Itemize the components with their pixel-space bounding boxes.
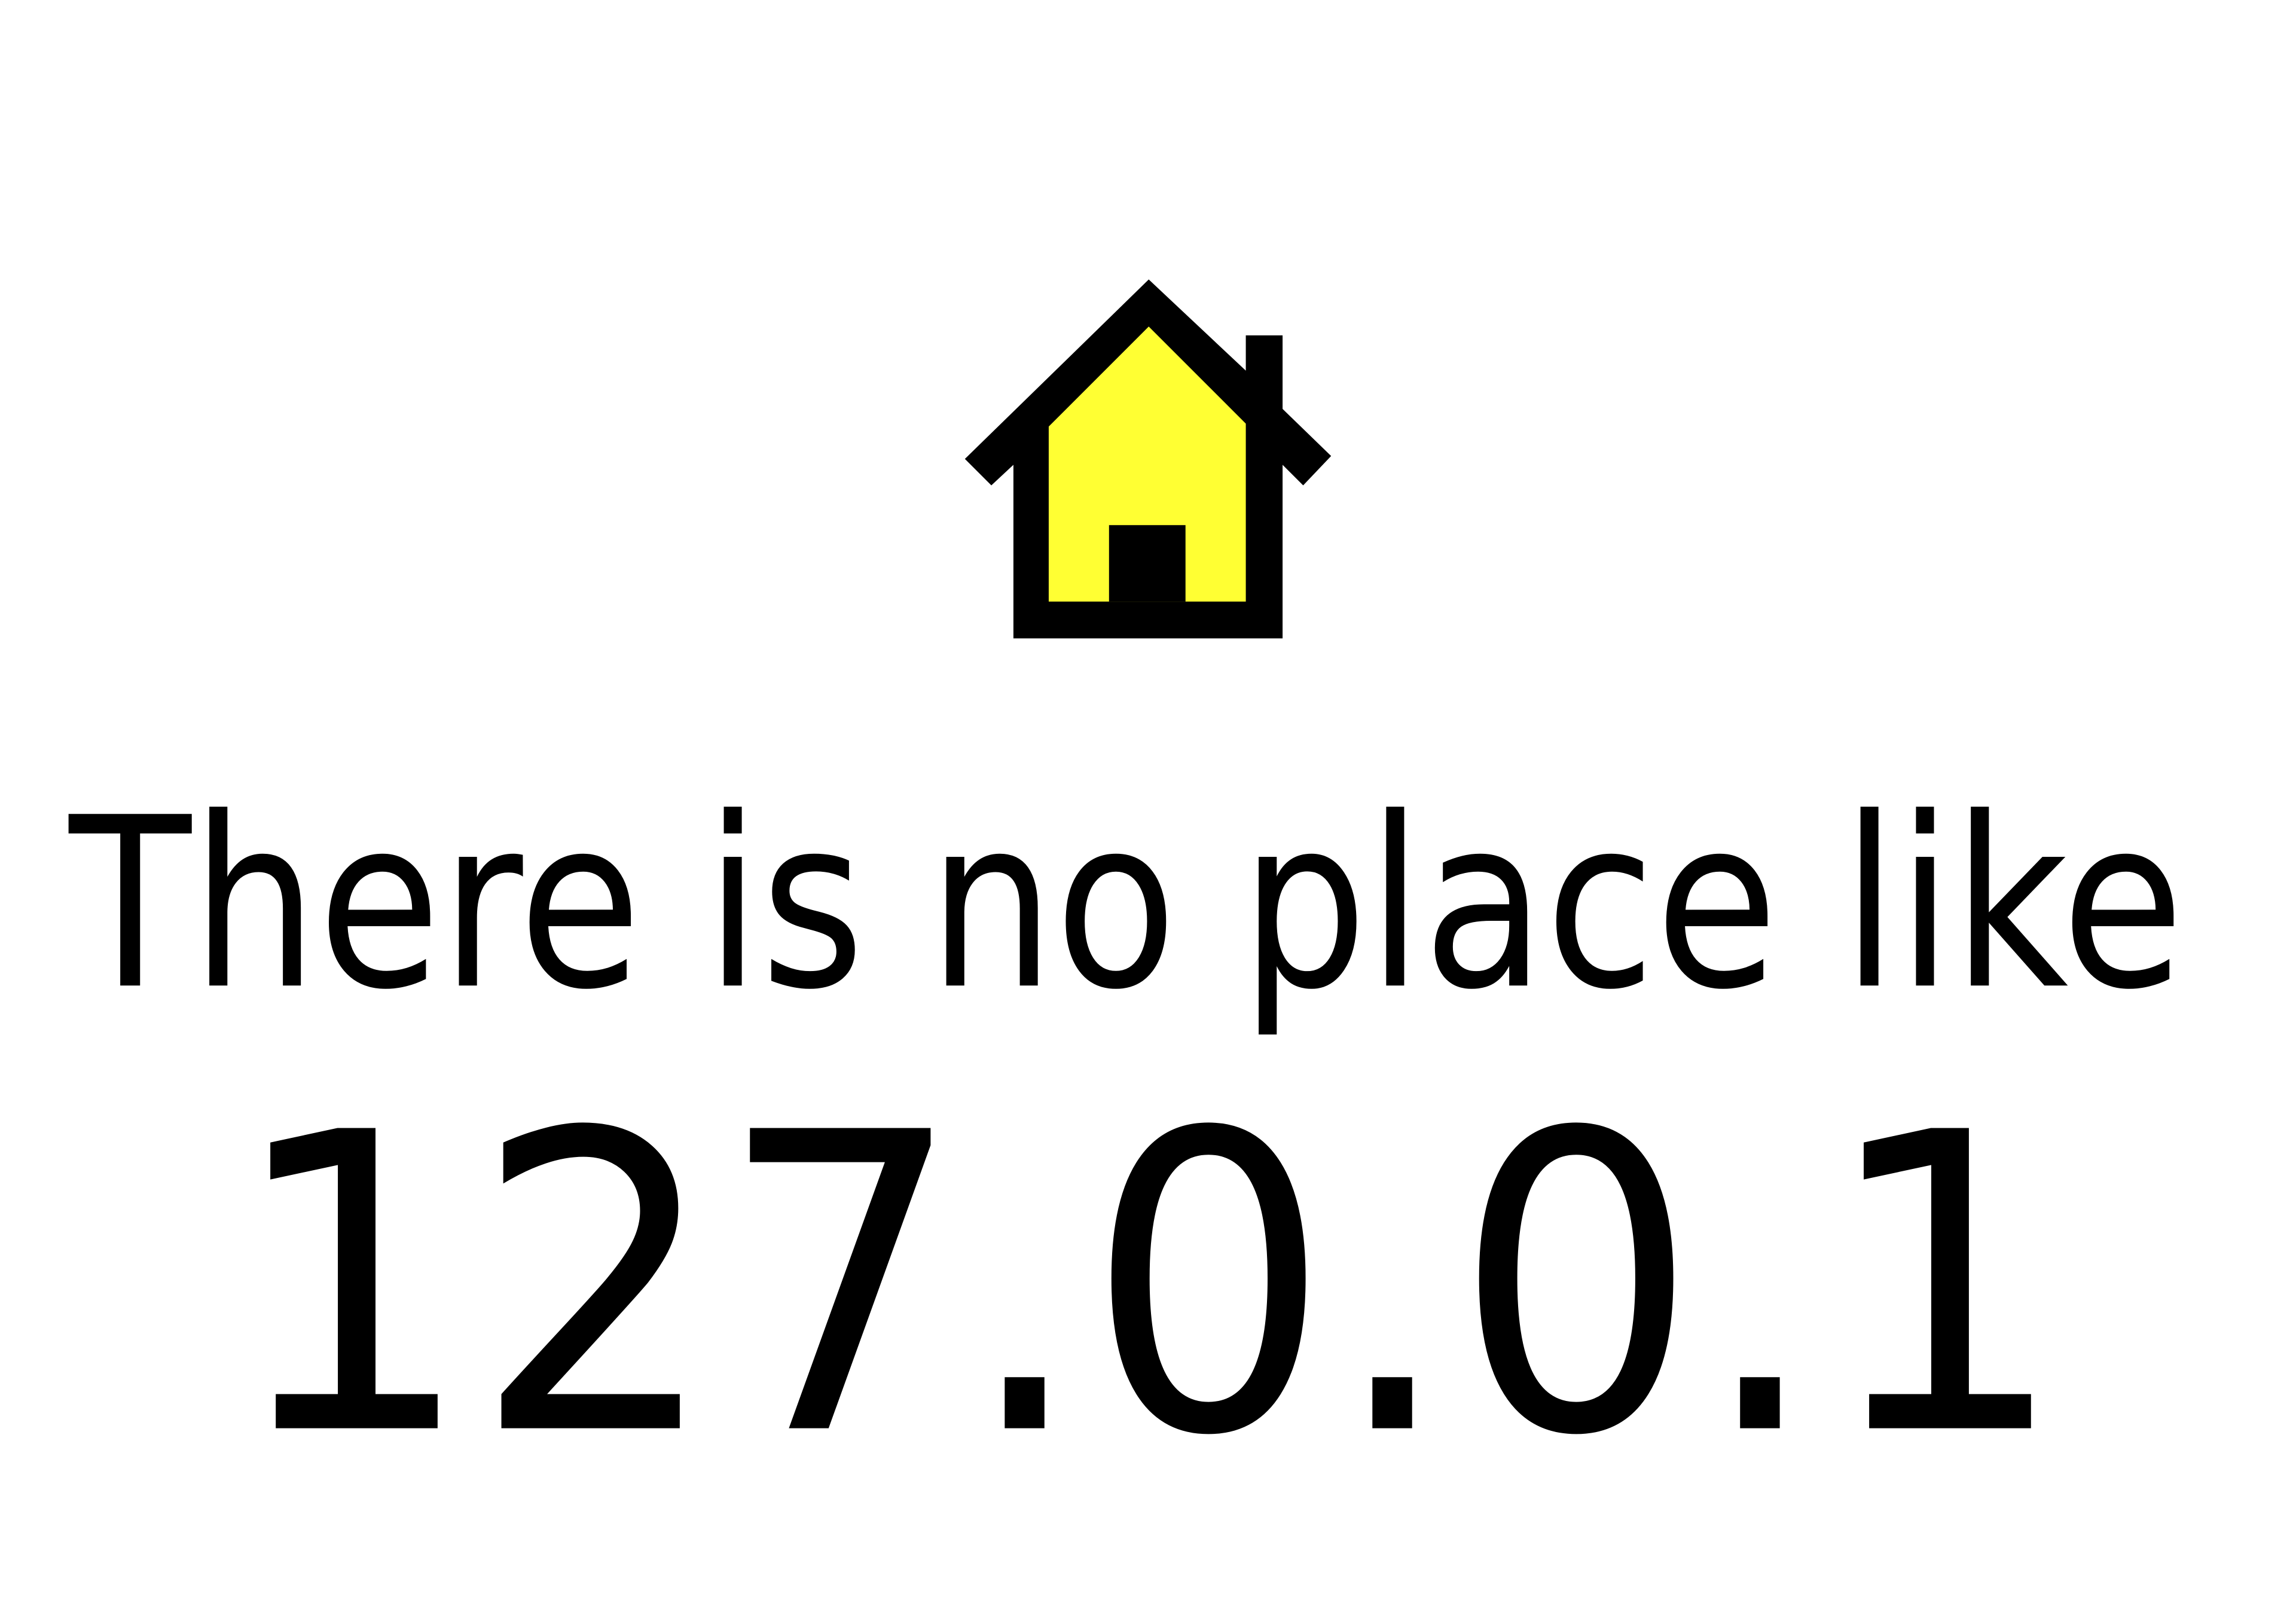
house-icon bbox=[964, 279, 1332, 639]
address: 127.0.0.1 bbox=[228, 1047, 2066, 1526]
house-wall bbox=[1048, 326, 1246, 602]
tagline: There is no place like bbox=[66, 767, 2184, 1041]
house-door bbox=[1109, 525, 1186, 602]
